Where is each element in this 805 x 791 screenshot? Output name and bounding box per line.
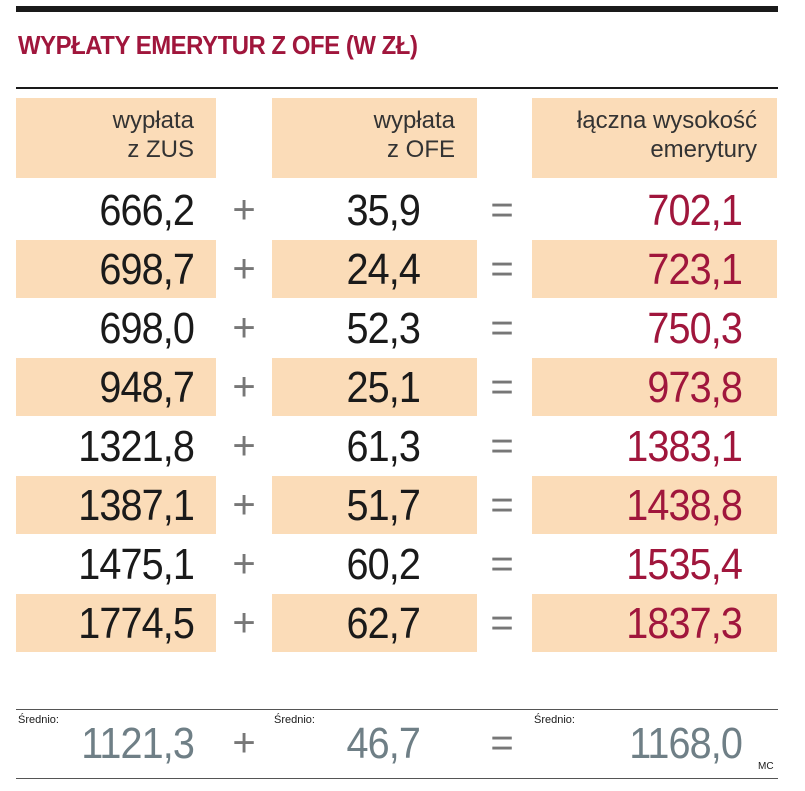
row-stripe — [16, 240, 216, 298]
row-stripe — [272, 594, 477, 652]
plus-sign: + — [232, 365, 256, 409]
avg-equals-sign: = — [490, 721, 514, 765]
row-stripe — [532, 240, 777, 298]
cell-ofe: 62,7 — [346, 599, 421, 648]
header-zus-line2: z ZUS — [127, 136, 194, 163]
cell-zus: 698,7 — [99, 245, 194, 294]
plus-sign: + — [232, 188, 256, 232]
equals-sign: = — [490, 601, 514, 645]
header-zus: wypłata z ZUS — [16, 98, 216, 178]
table-title: WYPŁATY EMERYTUR Z OFE (W ZŁ) — [18, 30, 418, 60]
header-total-line1: łączna wysokość — [576, 107, 757, 134]
cell-ofe: 52,3 — [346, 304, 421, 353]
header-ofe-line1: wypłata — [373, 107, 455, 134]
cell-total: 1438,8 — [626, 481, 743, 530]
row-stripe — [272, 476, 477, 534]
cell-total: 702,1 — [647, 186, 742, 235]
equals-sign: = — [490, 306, 514, 350]
cell-total: 1383,1 — [626, 422, 743, 471]
header-total: łączna wysokość emerytury — [532, 98, 777, 178]
row-stripe — [16, 358, 216, 416]
row-stripe — [272, 358, 477, 416]
cell-zus: 948,7 — [99, 363, 194, 412]
avg-zus: 1121,3 — [81, 719, 195, 768]
header-ofe-line2: z OFE — [386, 136, 455, 163]
cell-zus: 666,2 — [99, 186, 194, 235]
equals-sign: = — [490, 483, 514, 527]
avg-ofe: 46,7 — [346, 719, 421, 768]
plus-sign: + — [232, 247, 256, 291]
cell-total: 1535,4 — [626, 540, 743, 589]
row-stripe — [532, 476, 777, 534]
cell-total: 1837,3 — [626, 599, 743, 648]
cell-total: 973,8 — [647, 363, 742, 412]
cell-ofe: 51,7 — [346, 481, 421, 530]
plus-sign: + — [232, 601, 256, 645]
plus-sign: + — [232, 542, 256, 586]
plus-sign: + — [232, 424, 256, 468]
cell-ofe: 35,9 — [346, 186, 421, 235]
cell-total: 723,1 — [647, 245, 742, 294]
bottom-rule — [16, 778, 778, 779]
plus-sign: + — [232, 306, 256, 350]
title-rule — [16, 87, 778, 89]
avg-plus-sign: + — [232, 721, 256, 765]
plus-sign: + — [232, 483, 256, 527]
equals-sign: = — [490, 247, 514, 291]
equals-sign: = — [490, 424, 514, 468]
cell-ofe: 60,2 — [346, 540, 421, 589]
row-stripe — [532, 358, 777, 416]
equals-sign: = — [490, 365, 514, 409]
avg-label-zus: Średnio: — [18, 714, 59, 726]
row-stripe — [532, 594, 777, 652]
cell-ofe: 61,3 — [346, 422, 421, 471]
equals-sign: = — [490, 188, 514, 232]
cell-zus: 698,0 — [99, 304, 194, 353]
source-tag: MC — [758, 761, 774, 772]
cell-zus: 1387,1 — [78, 481, 195, 530]
row-stripe — [16, 594, 216, 652]
avg-total: 1168,0 — [629, 719, 743, 768]
cell-ofe: 25,1 — [346, 363, 421, 412]
row-stripe — [16, 476, 216, 534]
cell-zus: 1475,1 — [78, 540, 195, 589]
avg-label-ofe: Średnio: — [274, 714, 315, 726]
cell-zus: 1774,5 — [78, 599, 195, 648]
equals-sign: = — [490, 542, 514, 586]
cell-zus: 1321,8 — [78, 422, 195, 471]
header-ofe: wypłata z OFE — [272, 98, 477, 178]
cell-ofe: 24,4 — [346, 245, 421, 294]
avg-label-total: Średnio: — [534, 714, 575, 726]
top-rule — [16, 6, 778, 12]
row-stripe — [272, 240, 477, 298]
header-zus-line1: wypłata — [112, 107, 194, 134]
average-rule — [16, 709, 778, 710]
header-total-line2: emerytury — [650, 136, 757, 163]
cell-total: 750,3 — [647, 304, 742, 353]
